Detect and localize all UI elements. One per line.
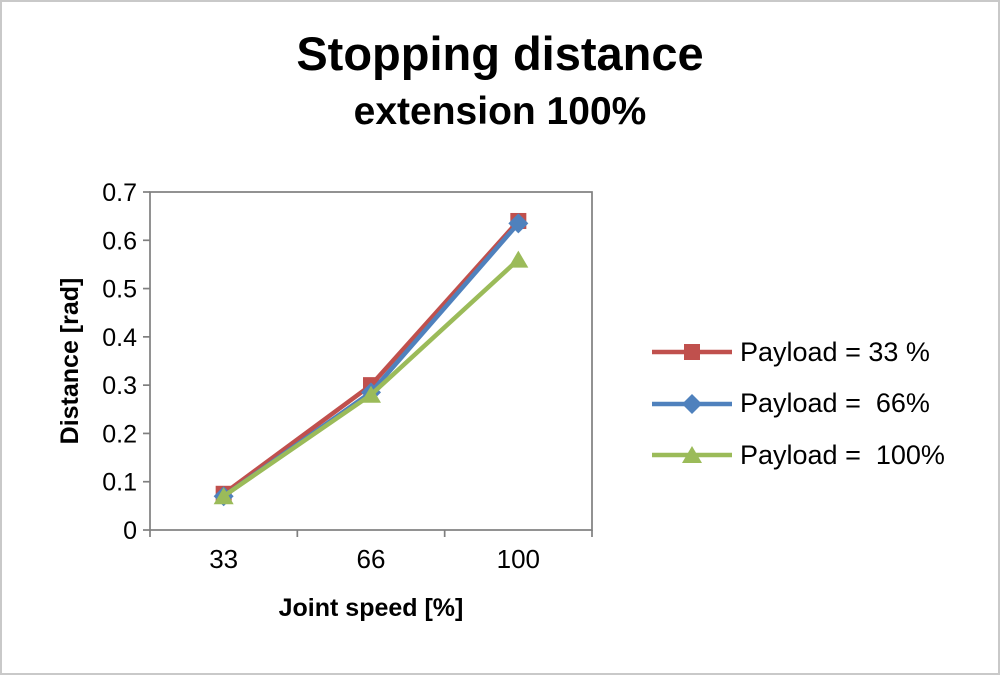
legend: Payload = 33 % Payload = 66% Payload = 100… — [650, 338, 945, 469]
legend-item: Payload = 100% — [650, 439, 945, 470]
svg-text:0.6: 0.6 — [102, 227, 137, 255]
svg-text:0.1: 0.1 — [102, 469, 137, 497]
svg-text:66: 66 — [357, 544, 386, 574]
svg-text:100: 100 — [497, 544, 540, 574]
svg-text:0.4: 0.4 — [102, 324, 137, 352]
legend-label: Payload = 100% — [740, 439, 945, 470]
svg-text:0.7: 0.7 — [102, 179, 137, 207]
diamond-marker-icon — [652, 393, 732, 414]
x-axis-title: Joint speed [%] — [279, 594, 464, 622]
legend-label: Payload = 33 % — [740, 337, 930, 367]
legend-item: Payload = 66% — [650, 388, 945, 419]
svg-text:33: 33 — [209, 544, 238, 574]
square-marker-icon — [652, 344, 732, 361]
chart-title: Stopping distance — [296, 27, 704, 80]
triangle-marker-icon — [652, 445, 732, 463]
svg-text:0.2: 0.2 — [102, 420, 137, 448]
y-axis-title: Distance [rad] — [56, 278, 84, 445]
svg-text:0.3: 0.3 — [102, 372, 137, 400]
svg-text:0.5: 0.5 — [102, 276, 137, 304]
chart-subtitle: extension 100% — [353, 90, 647, 133]
legend-item: Payload = 33 % — [650, 338, 945, 366]
legend-label: Payload = 66% — [740, 388, 930, 419]
svg-text:0: 0 — [123, 517, 137, 545]
